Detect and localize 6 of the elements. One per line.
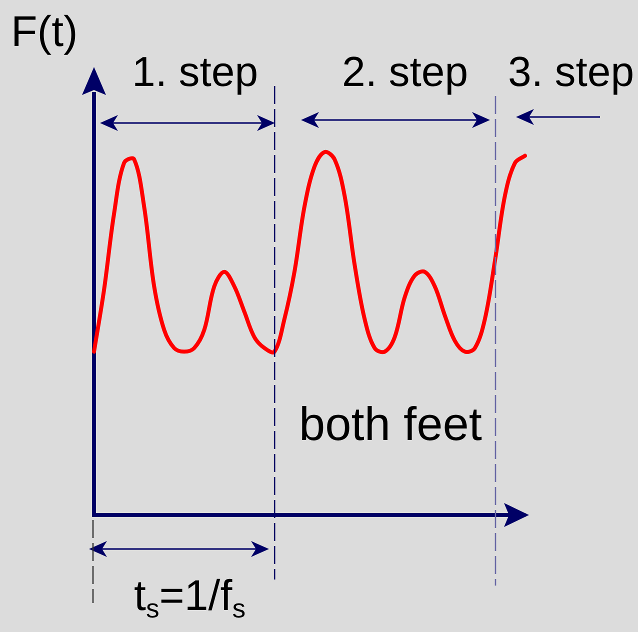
text: 2. step <box>342 48 468 96</box>
y-axis-title: F(t) <box>11 8 78 56</box>
text: t$_{s}$=1/f$_{s}$ <box>134 572 246 624</box>
text: 3. step <box>508 48 634 96</box>
annotation: both feet <box>299 397 482 450</box>
text: 1. step <box>132 48 258 96</box>
